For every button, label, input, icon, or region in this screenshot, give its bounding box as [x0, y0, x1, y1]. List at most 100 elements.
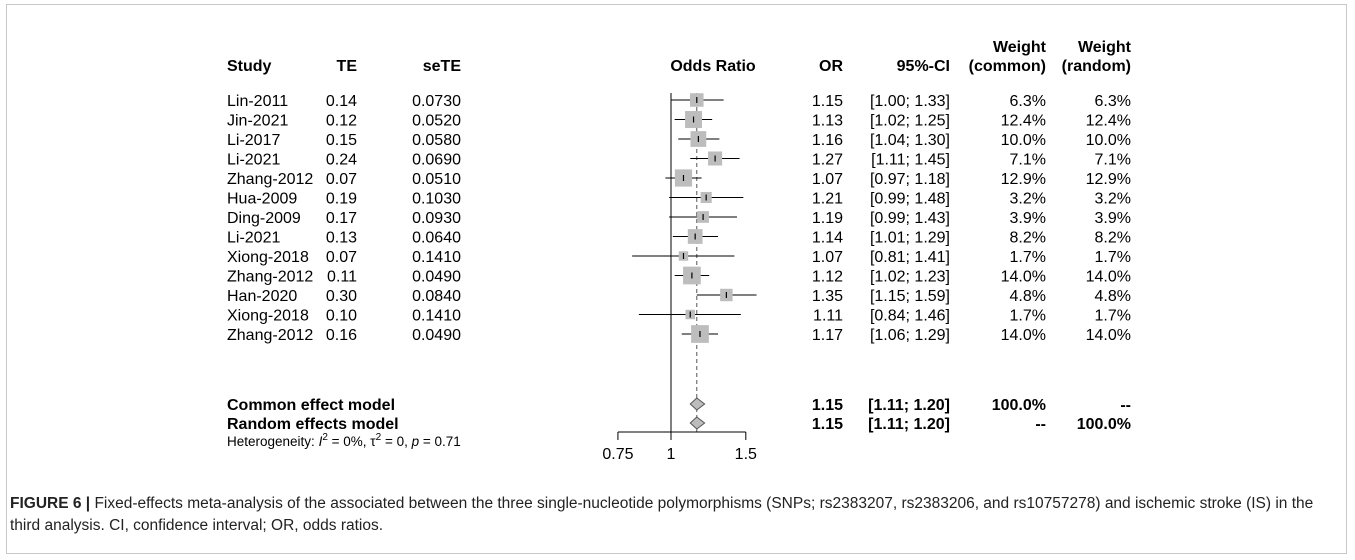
- study-ci: [1.01; 1.29]: [870, 230, 950, 247]
- study-ci: [0.84; 1.46]: [870, 308, 950, 325]
- heterogeneity-i-symbol: I: [319, 434, 323, 449]
- study-sete: 0.1030: [412, 191, 461, 208]
- study-name: Li-2021: [227, 230, 280, 247]
- study-te: 0.07: [326, 171, 357, 188]
- study-weight-common: 7.1%: [1010, 152, 1046, 169]
- study-name: Xiong-2018: [227, 249, 309, 266]
- x-axis-tick-label: 0.75: [602, 446, 633, 463]
- study-te: 0.13: [326, 230, 357, 247]
- heterogeneity-i2-value: = 0%,: [328, 434, 370, 449]
- summary-weight-random: 100.0%: [1077, 416, 1131, 433]
- study-or: 1.14: [812, 230, 843, 247]
- study-te: 0.14: [326, 93, 357, 110]
- study-weight-random: 14.0%: [1086, 269, 1131, 286]
- study-name: Hua-2009: [227, 191, 297, 208]
- header-weight-random: (random): [1062, 58, 1131, 75]
- heterogeneity-text: Heterogeneity: I2 = 0%, τ2 = 0, p = 0.71: [227, 432, 461, 449]
- study-sete: 0.0490: [412, 269, 461, 286]
- figure-caption: FIGURE 6 | Fixed-effects meta-analysis o…: [10, 493, 1340, 537]
- study-te: 0.19: [326, 191, 357, 208]
- header-study: Study: [227, 58, 272, 75]
- study-te: 0.12: [326, 113, 357, 130]
- heterogeneity-tau-value: = 0,: [381, 434, 411, 449]
- study-weight-common: 3.2%: [1010, 191, 1046, 208]
- header-weight-random-top: Weight: [1078, 39, 1132, 56]
- summary-ci: [1.11; 1.20]: [868, 397, 950, 414]
- header-weight-common-top: Weight: [993, 39, 1047, 56]
- study-name: Lin-2011: [227, 93, 288, 110]
- study-name: Zhang-2012: [227, 171, 313, 188]
- header-or: OR: [819, 58, 843, 75]
- study-te: 0.16: [326, 327, 357, 344]
- study-te: 0.24: [326, 152, 357, 169]
- study-weight-common: 10.0%: [1001, 132, 1046, 149]
- study-or: 1.15: [812, 93, 843, 110]
- study-name: Li-2021: [227, 152, 280, 169]
- study-weight-common: 8.2%: [1010, 230, 1046, 247]
- study-ci: [1.11; 1.45]: [871, 152, 950, 169]
- header-weight-common: (common): [969, 58, 1046, 75]
- heterogeneity-p-value: = 0.71: [419, 434, 461, 449]
- study-weight-common: 1.7%: [1010, 249, 1046, 266]
- study-ci: [1.02; 1.23]: [870, 269, 950, 286]
- study-ci: [1.06; 1.29]: [870, 327, 950, 344]
- study-or: 1.17: [812, 327, 843, 344]
- study-sete: 0.0690: [412, 152, 461, 169]
- study-weight-random: 14.0%: [1086, 327, 1131, 344]
- study-or: 1.16: [812, 132, 843, 149]
- summary-ci: [1.11; 1.20]: [868, 416, 950, 433]
- study-te: 0.07: [326, 249, 357, 266]
- summary-name: Random effects model: [227, 416, 399, 433]
- study-or: 1.07: [812, 249, 843, 266]
- study-or: 1.11: [813, 308, 843, 325]
- study-weight-random: 1.7%: [1095, 249, 1131, 266]
- study-or: 1.35: [812, 288, 843, 305]
- x-axis-tick-label: 1: [667, 446, 676, 463]
- study-weight-common: 14.0%: [1001, 269, 1046, 286]
- heterogeneity-tau-symbol: τ: [370, 434, 376, 449]
- study-weight-random: 6.3%: [1095, 93, 1131, 110]
- study-weight-random: 8.2%: [1095, 230, 1131, 247]
- study-te: 0.17: [326, 210, 357, 227]
- study-weight-common: 14.0%: [1001, 327, 1046, 344]
- header-odds-ratio: Odds Ratio: [670, 58, 756, 75]
- study-weight-random: 3.9%: [1095, 210, 1131, 227]
- summary-weight-common: --: [1035, 416, 1046, 433]
- superscript-2: 2: [376, 432, 382, 443]
- study-ci: [1.04; 1.30]: [870, 132, 950, 149]
- header-sete: seTE: [423, 58, 462, 75]
- summary-diamond: [689, 397, 706, 411]
- study-or: 1.13: [812, 113, 843, 130]
- x-axis-tick-label: 1.5: [735, 446, 757, 463]
- study-sete: 0.0520: [412, 113, 461, 130]
- study-weight-common: 4.8%: [1010, 288, 1046, 305]
- study-sete: 0.0640: [412, 230, 461, 247]
- study-weight-random: 10.0%: [1086, 132, 1131, 149]
- study-ci: [1.02; 1.25]: [870, 113, 950, 130]
- summary-weight-common: 100.0%: [992, 397, 1046, 414]
- study-weight-random: 12.9%: [1086, 171, 1131, 188]
- header-ci: 95%-CI: [897, 58, 950, 75]
- study-weight-common: 12.9%: [1001, 171, 1046, 188]
- study-name: Zhang-2012: [227, 269, 313, 286]
- heterogeneity-p-symbol: p: [411, 434, 420, 449]
- summary-name: Common effect model: [227, 397, 395, 414]
- study-sete: 0.1410: [412, 249, 461, 266]
- header-te: TE: [337, 58, 358, 75]
- study-sete: 0.0840: [412, 288, 461, 305]
- study-weight-common: 1.7%: [1010, 308, 1046, 325]
- study-name: Jin-2021: [227, 113, 288, 130]
- study-sete: 0.0510: [412, 171, 461, 188]
- study-weight-random: 12.4%: [1086, 113, 1131, 130]
- study-or: 1.07: [812, 171, 843, 188]
- study-name: Han-2020: [227, 288, 297, 305]
- study-sete: 0.0580: [412, 132, 461, 149]
- caption-text: Fixed-effects meta-analysis of the assoc…: [10, 495, 1314, 534]
- study-ci: [1.15; 1.59]: [870, 288, 950, 305]
- study-or: 1.19: [812, 210, 843, 227]
- study-ci: [0.99; 1.43]: [870, 210, 950, 227]
- study-weight-common: 6.3%: [1010, 93, 1046, 110]
- study-weight-common: 12.4%: [1001, 113, 1046, 130]
- heterogeneity-prefix: Heterogeneity:: [227, 434, 319, 449]
- study-or: 1.21: [812, 191, 843, 208]
